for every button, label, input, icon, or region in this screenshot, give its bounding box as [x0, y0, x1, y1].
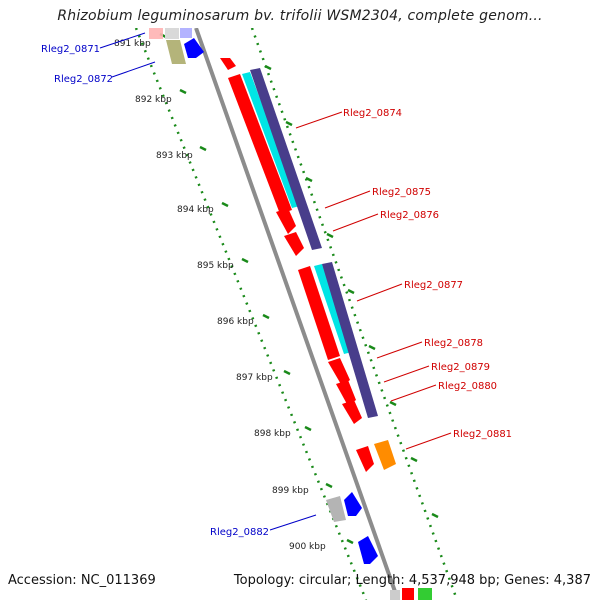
leader-0882: [269, 514, 317, 531]
tick-894: [221, 201, 229, 208]
cds-forward-small-top: [220, 58, 236, 70]
gene-label-0877: Rleg2_0877: [404, 280, 463, 291]
ruler-label-898: 898 kbp: [254, 429, 291, 439]
bottom-feature-green: [418, 588, 432, 600]
cds-forward-0880: [342, 400, 362, 424]
rna-track-0874: [242, 72, 300, 208]
tick-inner-7: [389, 400, 397, 407]
tick-895: [241, 257, 249, 264]
gene-label-0874: Rleg2_0874: [343, 108, 402, 119]
leader-0875: [324, 190, 371, 209]
feature-olive-0872: [166, 40, 186, 64]
cds-reverse-0872: [184, 38, 204, 58]
tick-inner-5: [347, 288, 355, 295]
leader-0874: [295, 111, 343, 129]
leader-0871: [99, 32, 146, 49]
gene-label-0871: Rleg2_0871: [41, 44, 100, 55]
tick-896: [262, 313, 270, 320]
cds-forward-0874: [228, 74, 292, 214]
outer-rail: [134, 28, 368, 600]
ruler-label-900: 900 kbp: [289, 542, 326, 552]
map-title: Rhizobium leguminosarum bv. trifolii WSM…: [57, 8, 543, 24]
tick-inner-8: [410, 456, 418, 463]
leader-0876: [332, 213, 379, 232]
cds-reverse-bottom: [358, 536, 378, 564]
tick-893: [199, 145, 207, 152]
leader-0880: [390, 384, 437, 402]
faded-feature-pink: [149, 28, 163, 39]
tick-inner-2: [285, 120, 293, 127]
genome-summary-text: Topology: circular; Length: 4,537,948 bp…: [233, 573, 591, 588]
tick-892: [179, 88, 187, 95]
cds-reverse-0882: [344, 492, 362, 516]
bottom-feature-red: [402, 588, 414, 600]
bottom-feature-grey: [390, 590, 400, 600]
ruler-label-899: 899 kbp: [272, 486, 309, 496]
ruler-label-894: 894 kbp: [177, 205, 214, 215]
ruler-label-897: 897 kbp: [236, 373, 273, 383]
gene-label-0872: Rleg2_0872: [54, 74, 113, 85]
cds-forward-0879: [336, 380, 356, 406]
leader-0877: [356, 283, 403, 302]
gene-label-0879: Rleg2_0879: [431, 362, 490, 373]
ruler-label-892: 892 kbp: [135, 95, 172, 105]
gene-track-0874: [250, 68, 322, 250]
tick-899: [325, 482, 333, 489]
ruler-label-895: 895 kbp: [197, 261, 234, 271]
tick-inner-9: [431, 512, 439, 519]
tick-inner-1: [264, 64, 272, 71]
gene-label-0881: Rleg2_0881: [453, 429, 512, 440]
gene-label-0880: Rleg2_0880: [438, 381, 497, 392]
genome-backbone: [194, 28, 400, 600]
tick-900: [346, 538, 354, 545]
cds-forward-0881: [356, 446, 374, 472]
tick-897: [283, 369, 291, 376]
gene-label-0882: Rleg2_0882: [210, 527, 269, 538]
faded-feature-grey: [165, 28, 179, 39]
gene-label-0876: Rleg2_0876: [380, 210, 439, 221]
ruler-ticks-inner: [264, 64, 439, 519]
tick-inner-3: [305, 176, 313, 183]
leader-0879: [383, 365, 430, 383]
gene-label-0878: Rleg2_0878: [424, 338, 483, 349]
cds-forward-0877: [298, 266, 340, 360]
gene-label-0875: Rleg2_0875: [372, 187, 431, 198]
leader-0872: [111, 61, 156, 78]
tick-898: [304, 425, 312, 432]
leader-0881: [405, 432, 452, 450]
gene-track-0877: [322, 262, 378, 418]
cds-forward-0875: [276, 208, 296, 234]
ruler-label-896: 896 kbp: [217, 317, 254, 327]
cds-forward-0876: [284, 232, 304, 256]
orange-feature-0881: [374, 440, 396, 470]
tick-inner-4: [326, 232, 334, 239]
track-band: [158, 28, 455, 600]
ruler-label-893: 893 kbp: [156, 151, 193, 161]
faded-feature-blue: [180, 28, 192, 38]
accession-text: Accession: NC_011369: [8, 573, 156, 588]
ruler-label-891: 891 kbp: [114, 39, 151, 49]
ruler-ticks: [159, 32, 354, 545]
tick-inner-6: [368, 344, 376, 351]
grey-feature-0882: [326, 496, 346, 522]
leader-0878: [376, 341, 423, 359]
cds-forward-0878: [328, 358, 350, 386]
